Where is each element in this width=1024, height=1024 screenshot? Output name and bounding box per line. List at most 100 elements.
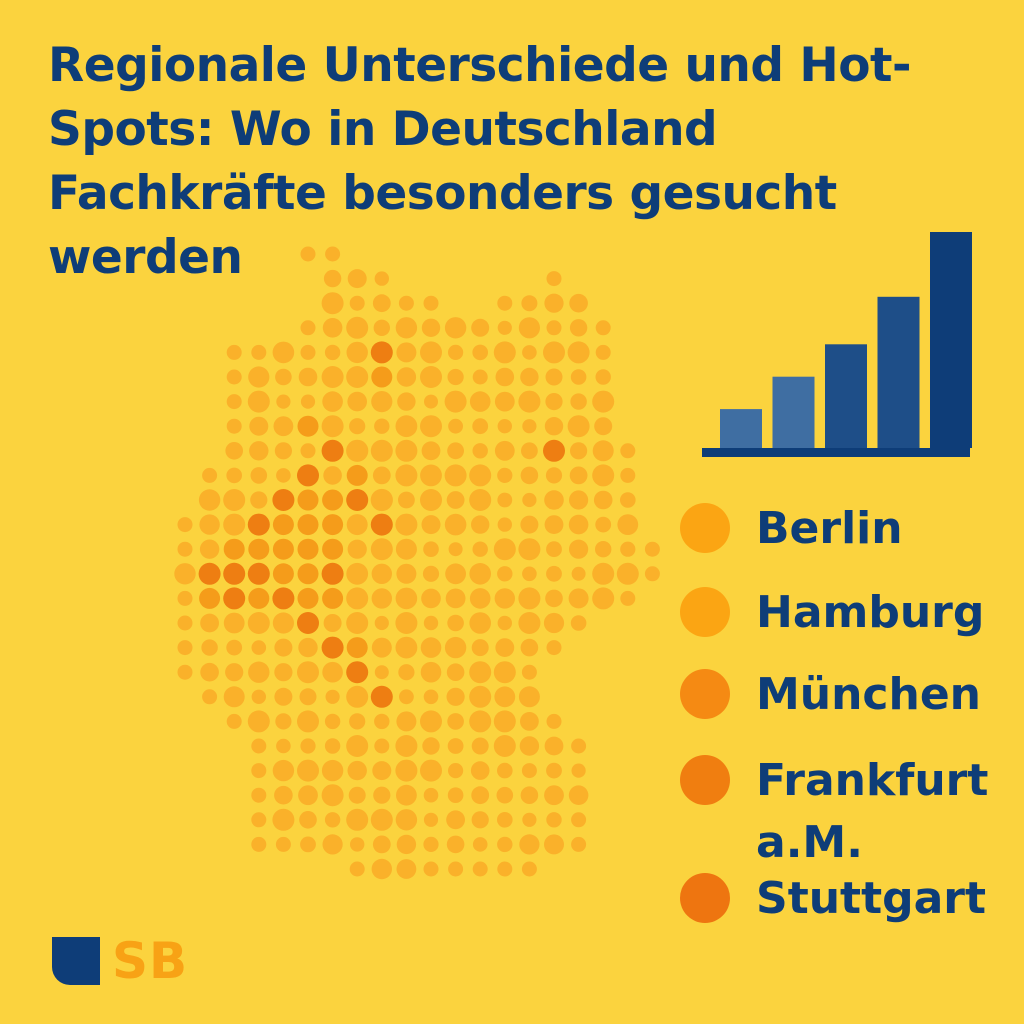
map-dot <box>202 467 218 483</box>
map-dot <box>567 415 590 438</box>
map-dot <box>322 661 343 683</box>
map-dot <box>346 341 368 364</box>
map-dot <box>272 759 295 782</box>
map-dot <box>495 367 515 387</box>
map-dot <box>520 367 539 387</box>
map-dot <box>370 488 393 512</box>
map-dot <box>448 861 464 877</box>
map-dot <box>545 393 563 411</box>
map-dot <box>518 538 541 561</box>
map-dot <box>469 710 492 733</box>
bar-icon-bar <box>825 344 867 448</box>
map-dot <box>497 320 512 335</box>
map-dot <box>298 367 318 387</box>
map-dot <box>297 563 319 585</box>
map-dot <box>444 390 467 413</box>
map-dot <box>226 344 242 360</box>
map-dot <box>469 661 492 684</box>
map-dot <box>346 439 369 462</box>
map-dot <box>247 612 270 634</box>
map-dot <box>494 440 515 461</box>
map-dot <box>545 589 563 608</box>
map-dot <box>250 491 268 509</box>
map-dot <box>446 491 465 509</box>
map-dot <box>395 587 418 610</box>
map-dot <box>421 318 441 337</box>
map-dot <box>594 417 613 436</box>
map-dot <box>297 464 319 487</box>
map-dot <box>276 468 291 483</box>
map-dot <box>444 636 467 659</box>
map-dot <box>423 836 439 853</box>
map-dot <box>395 538 417 560</box>
map-dot <box>543 341 565 364</box>
map-dot <box>321 439 344 462</box>
map-dot <box>469 489 492 511</box>
map-dot <box>420 341 442 364</box>
map-dot <box>272 612 294 634</box>
map-dot <box>223 562 246 585</box>
map-dot <box>225 663 244 682</box>
map-dot <box>448 418 463 434</box>
legend-dot-icon <box>680 755 730 805</box>
map-dot <box>469 612 492 634</box>
map-dot <box>644 541 660 557</box>
map-dot <box>273 416 294 437</box>
map-dot <box>323 466 342 485</box>
map-dot <box>251 640 267 655</box>
map-dot <box>420 366 442 388</box>
map-dot <box>546 762 562 779</box>
map-dot <box>397 392 416 411</box>
map-dot <box>373 786 391 804</box>
map-dot <box>321 292 344 315</box>
map-dot <box>272 341 295 364</box>
map-dot <box>398 295 414 311</box>
map-dot <box>593 490 613 510</box>
map-dot <box>472 861 488 877</box>
map-dot <box>568 588 589 609</box>
map-dot <box>493 710 516 733</box>
legend-dot-icon <box>680 503 730 553</box>
map-dot <box>518 317 541 339</box>
map-dot <box>395 809 418 831</box>
map-dot <box>225 442 243 460</box>
map-dot <box>568 514 589 535</box>
map-dot <box>421 515 441 535</box>
map-dot <box>520 515 539 534</box>
map-dot <box>274 663 293 682</box>
map-dot <box>272 514 294 536</box>
map-dot <box>276 738 291 754</box>
map-dot <box>494 588 515 609</box>
map-dot <box>421 441 441 461</box>
legend-label: Berlin <box>756 503 903 554</box>
bar-icon-bar <box>772 376 815 448</box>
map-dot <box>325 246 341 262</box>
map-dot <box>226 418 242 434</box>
map-dot <box>370 538 393 561</box>
map-dot <box>423 812 439 827</box>
map-dot <box>346 366 369 388</box>
map-dot <box>199 539 220 559</box>
bar-icon-bar <box>930 232 972 448</box>
map-dot <box>249 441 269 461</box>
map-dot <box>371 366 393 388</box>
map-dot <box>350 837 365 852</box>
map-dot <box>447 713 464 730</box>
legend-label: Hamburg <box>756 587 985 638</box>
map-dot <box>349 418 366 435</box>
map-dot <box>398 491 415 509</box>
map-dot <box>346 685 369 708</box>
map-dot <box>472 418 489 435</box>
map-dot <box>546 271 562 287</box>
map-dot <box>348 786 366 804</box>
map-dot <box>423 861 439 877</box>
map-dot <box>321 415 344 438</box>
logo-mark-icon <box>52 937 100 985</box>
map-dot <box>374 271 389 286</box>
map-dot <box>616 562 639 585</box>
map-dot <box>546 713 562 729</box>
map-dot <box>248 538 270 560</box>
map-dot <box>248 661 270 683</box>
map-dot <box>300 394 316 409</box>
map-dot <box>372 294 391 313</box>
